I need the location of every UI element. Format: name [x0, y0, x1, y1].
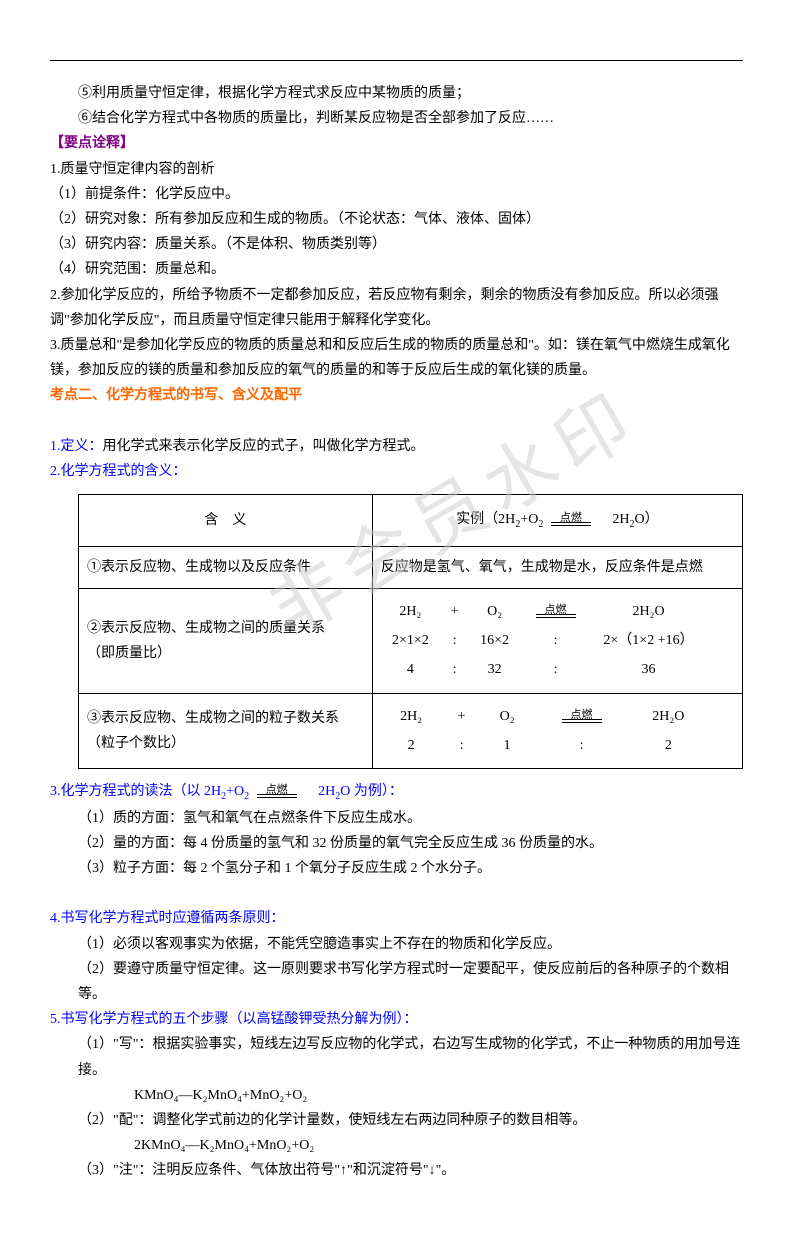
table-h2: 实例（2H2+O2 点燃 2H2O）: [372, 495, 742, 547]
table-r3c2: 2H₂ + O₂ 点燃 2H₂O 2 : 1 : 2: [372, 693, 742, 768]
section5-p2: （2）"配"：调整化学式前边的化学计量数，使短线左右两边同种原子的数目相等。: [50, 1108, 743, 1133]
section4-title: 4.书写化学方程式时应遵循两条原则：: [50, 906, 743, 931]
section1-p3: （3）研究内容：质量关系。（不是体积、物质类别等）: [50, 232, 743, 257]
intro-line-6: ⑥结合化学方程式中各物质的质量比，判断某反应物是否全部参加了反应……: [50, 106, 743, 131]
def1-label: 1.定义：: [50, 439, 103, 454]
def2: 2.化学方程式的含义：: [50, 459, 743, 484]
section3b-p1: （1）质的方面：氢气和氧气在点燃条件下反应生成水。: [50, 806, 743, 831]
section4-p1: （1）必须以客观事实为依据，不能凭空臆造事实上不存在的物质和化学反应。: [50, 932, 743, 957]
section1-p2: （2）研究对象：所有参加反应和生成的物质。（不论状态：气体、液体、固体）: [50, 207, 743, 232]
section5-formula2: 2KMnO₄—K₂MnO₄+MnO₂+O₂: [50, 1133, 743, 1158]
table-r2c2: 2H₂ + O₂ 点燃 2H₂O 2×1×2 : 16×2 : 2×（1×2 +…: [372, 588, 742, 693]
section1-p1: （1）前提条件：化学反应中。: [50, 182, 743, 207]
section1-title: 1.质量守恒定律内容的剖析: [50, 157, 743, 182]
section3b-p2: （2）量的方面：每 4 份质量的氢气和 32 份质量的氧气完全反应生成 36 份…: [50, 831, 743, 856]
section2: 2.参加化学反应的，所给予物质不一定都参加反应，若反应物有剩余，剩余的物质没有参…: [50, 283, 743, 333]
table-r1c2: 反应物是氢气、氧气，生成物是水，反应条件是点燃: [372, 546, 742, 588]
section3b-p3: （3）粒子方面：每 2 个氢分子和 1 个氧分子反应生成 2 个水分子。: [50, 856, 743, 881]
section4-p2: （2）要遵守质量守恒定律。这一原则要求书写化学方程式时一定要配平，使反应前后的各…: [50, 957, 743, 1007]
table-r1c1: ①表示反应物、生成物以及反应条件: [79, 546, 373, 588]
topic2-header: 考点二、化学方程式的书写、含义及配平: [50, 383, 743, 408]
meaning-table: 含 义 实例（2H2+O2 点燃 2H2O） ①表示反应物、生成物以及反应条件 …: [78, 494, 743, 769]
table-r2c1: ②表示反应物、生成物之间的质量关系 （即质量比）: [79, 588, 373, 693]
intro-line-5: ⑤利用质量守恒定律，根据化学方程式求反应中某物质的质量；: [50, 81, 743, 106]
table-r3c1: ③表示反应物、生成物之间的粒子数关系 （粒子个数比）: [79, 693, 373, 768]
def1: 1.定义：用化学式来表示化学反应的式子，叫做化学方程式。: [50, 434, 743, 459]
section3b-title: 3.化学方程式的读法（以 2H2+O2 点燃 2H2O 为例）：: [50, 779, 743, 806]
table-h1: 含 义: [79, 495, 373, 547]
keypoint-header: 【要点诠释】: [50, 131, 743, 156]
def1-text: 用化学式来表示化学反应的式子，叫做化学方程式。: [103, 439, 425, 454]
section5-p1: （1）"写"：根据实验事实，短线左边写反应物的化学式，右边写生成物的化学式，不止…: [50, 1032, 743, 1082]
section3: 3.质量总和"是参加化学反应的物质的质量总和和反应后生成的物质的质量总和"。如：…: [50, 333, 743, 383]
top-divider: [50, 60, 743, 61]
section1-p4: （4）研究范围：质量总和。: [50, 257, 743, 282]
section5-formula1: KMnO₄—K₂MnO₄+MnO₂+O₂: [50, 1083, 743, 1108]
section5-title: 5.书写化学方程式的五个步骤（以高锰酸钾受热分解为例）：: [50, 1007, 743, 1032]
section5-p3: （3）"注"：注明反应条件、气体放出符号"↑"和沉淀符号"↓"。: [50, 1158, 743, 1183]
